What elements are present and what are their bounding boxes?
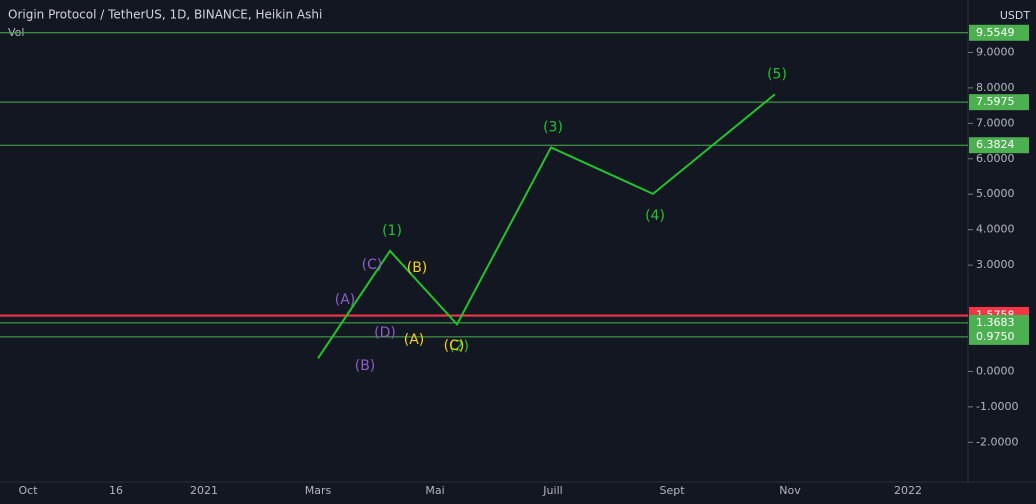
y-tick-label: 7.0000 — [976, 116, 1015, 129]
x-tick-label: Sept — [659, 484, 685, 497]
price-label: 6.3824 — [976, 138, 1015, 151]
wave-label: (5) — [767, 66, 787, 82]
price-label-box — [969, 314, 1029, 331]
y-tick-label: -1.0000 — [976, 400, 1018, 413]
y-tick-label: 5.0000 — [976, 187, 1015, 200]
wave-annotation: (B) — [407, 260, 428, 276]
wave-label: (3) — [543, 119, 563, 135]
y-tick-label: 3.0000 — [976, 258, 1015, 271]
chart-title: Origin Protocol / TetherUS, 1D, BINANCE,… — [8, 8, 322, 22]
x-tick-label: Oct — [18, 484, 38, 497]
y-tick-label: 0.0000 — [976, 364, 1015, 377]
price-label: 1.3683 — [976, 316, 1015, 329]
wave-annotation: (B) — [355, 358, 376, 374]
y-tick-label: 8.0000 — [976, 81, 1015, 94]
x-tick-label: 2022 — [894, 484, 922, 497]
price-label-box — [969, 24, 1029, 41]
wave-line — [317, 93, 776, 359]
price-label: 9.5549 — [976, 26, 1015, 39]
currency: USDT — [1000, 9, 1031, 22]
x-tick-label: 2021 — [190, 484, 218, 497]
y-tick-label: 6.0000 — [976, 152, 1015, 165]
price-label-box — [969, 94, 1029, 111]
x-tick-label: Mai — [425, 484, 444, 497]
price-label-box — [969, 137, 1029, 154]
price-label-box — [969, 328, 1029, 345]
x-tick-label: 16 — [109, 484, 123, 497]
wave-label: (1) — [382, 223, 402, 239]
wave-annotation: (C) — [362, 257, 383, 273]
y-tick-label: -2.0000 — [976, 435, 1018, 448]
wave-annotation: (D) — [374, 325, 396, 341]
wave-label: (2) — [449, 338, 469, 354]
price-label: 7.5975 — [976, 95, 1015, 108]
x-tick-label: Juill — [542, 484, 562, 497]
wave-annotation: (A) — [335, 292, 356, 308]
y-tick-label: 4.0000 — [976, 223, 1015, 236]
x-tick-label: Nov — [779, 484, 801, 497]
price-label: 0.9750 — [976, 330, 1015, 343]
y-tick-label: 9.0000 — [976, 45, 1015, 58]
x-tick-label: Mars — [305, 484, 332, 497]
wave-annotation: (C) — [444, 338, 465, 354]
wave-annotation: (A) — [404, 332, 425, 348]
wave-label: (4) — [645, 208, 665, 224]
